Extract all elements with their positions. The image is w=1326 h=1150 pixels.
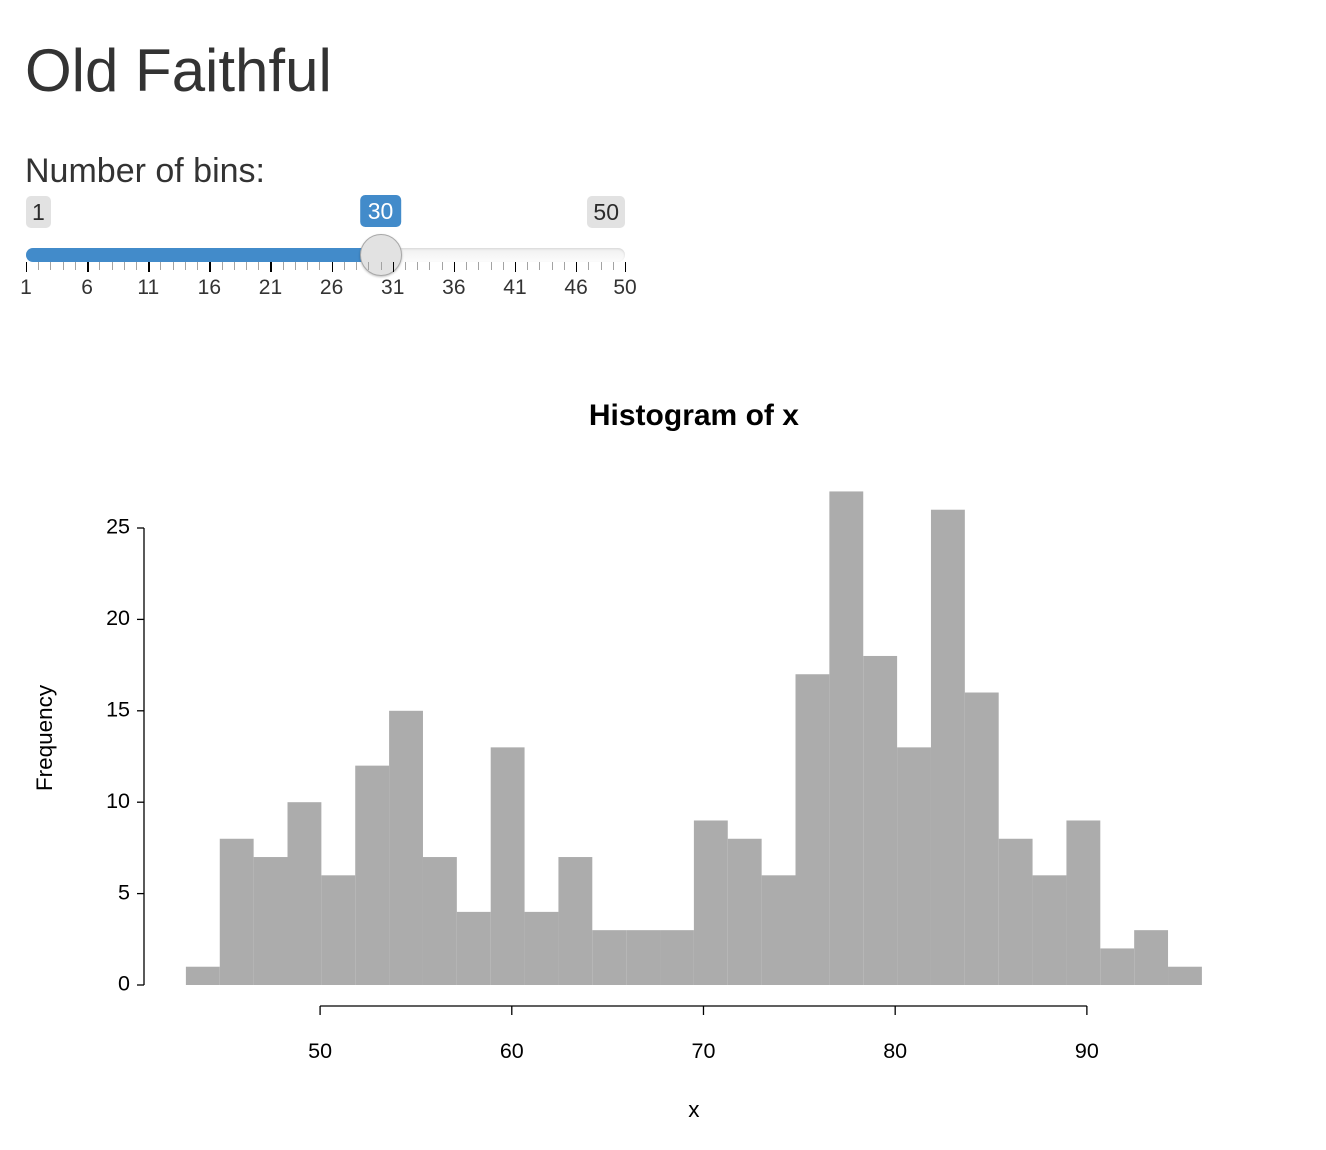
svg-text:10: 10 [106, 789, 130, 813]
svg-text:20: 20 [106, 606, 130, 630]
svg-text:50: 50 [308, 1039, 332, 1063]
svg-text:15: 15 [106, 697, 130, 721]
svg-text:0: 0 [118, 972, 130, 996]
svg-text:80: 80 [883, 1039, 907, 1063]
svg-text:25: 25 [106, 515, 130, 539]
svg-text:Frequency: Frequency [32, 684, 57, 791]
svg-text:5: 5 [118, 880, 130, 904]
svg-text:90: 90 [1075, 1039, 1099, 1063]
svg-text:x: x [688, 1097, 700, 1122]
svg-text:60: 60 [500, 1039, 524, 1063]
svg-text:70: 70 [692, 1039, 716, 1063]
svg-text:Histogram of x: Histogram of x [589, 399, 799, 432]
